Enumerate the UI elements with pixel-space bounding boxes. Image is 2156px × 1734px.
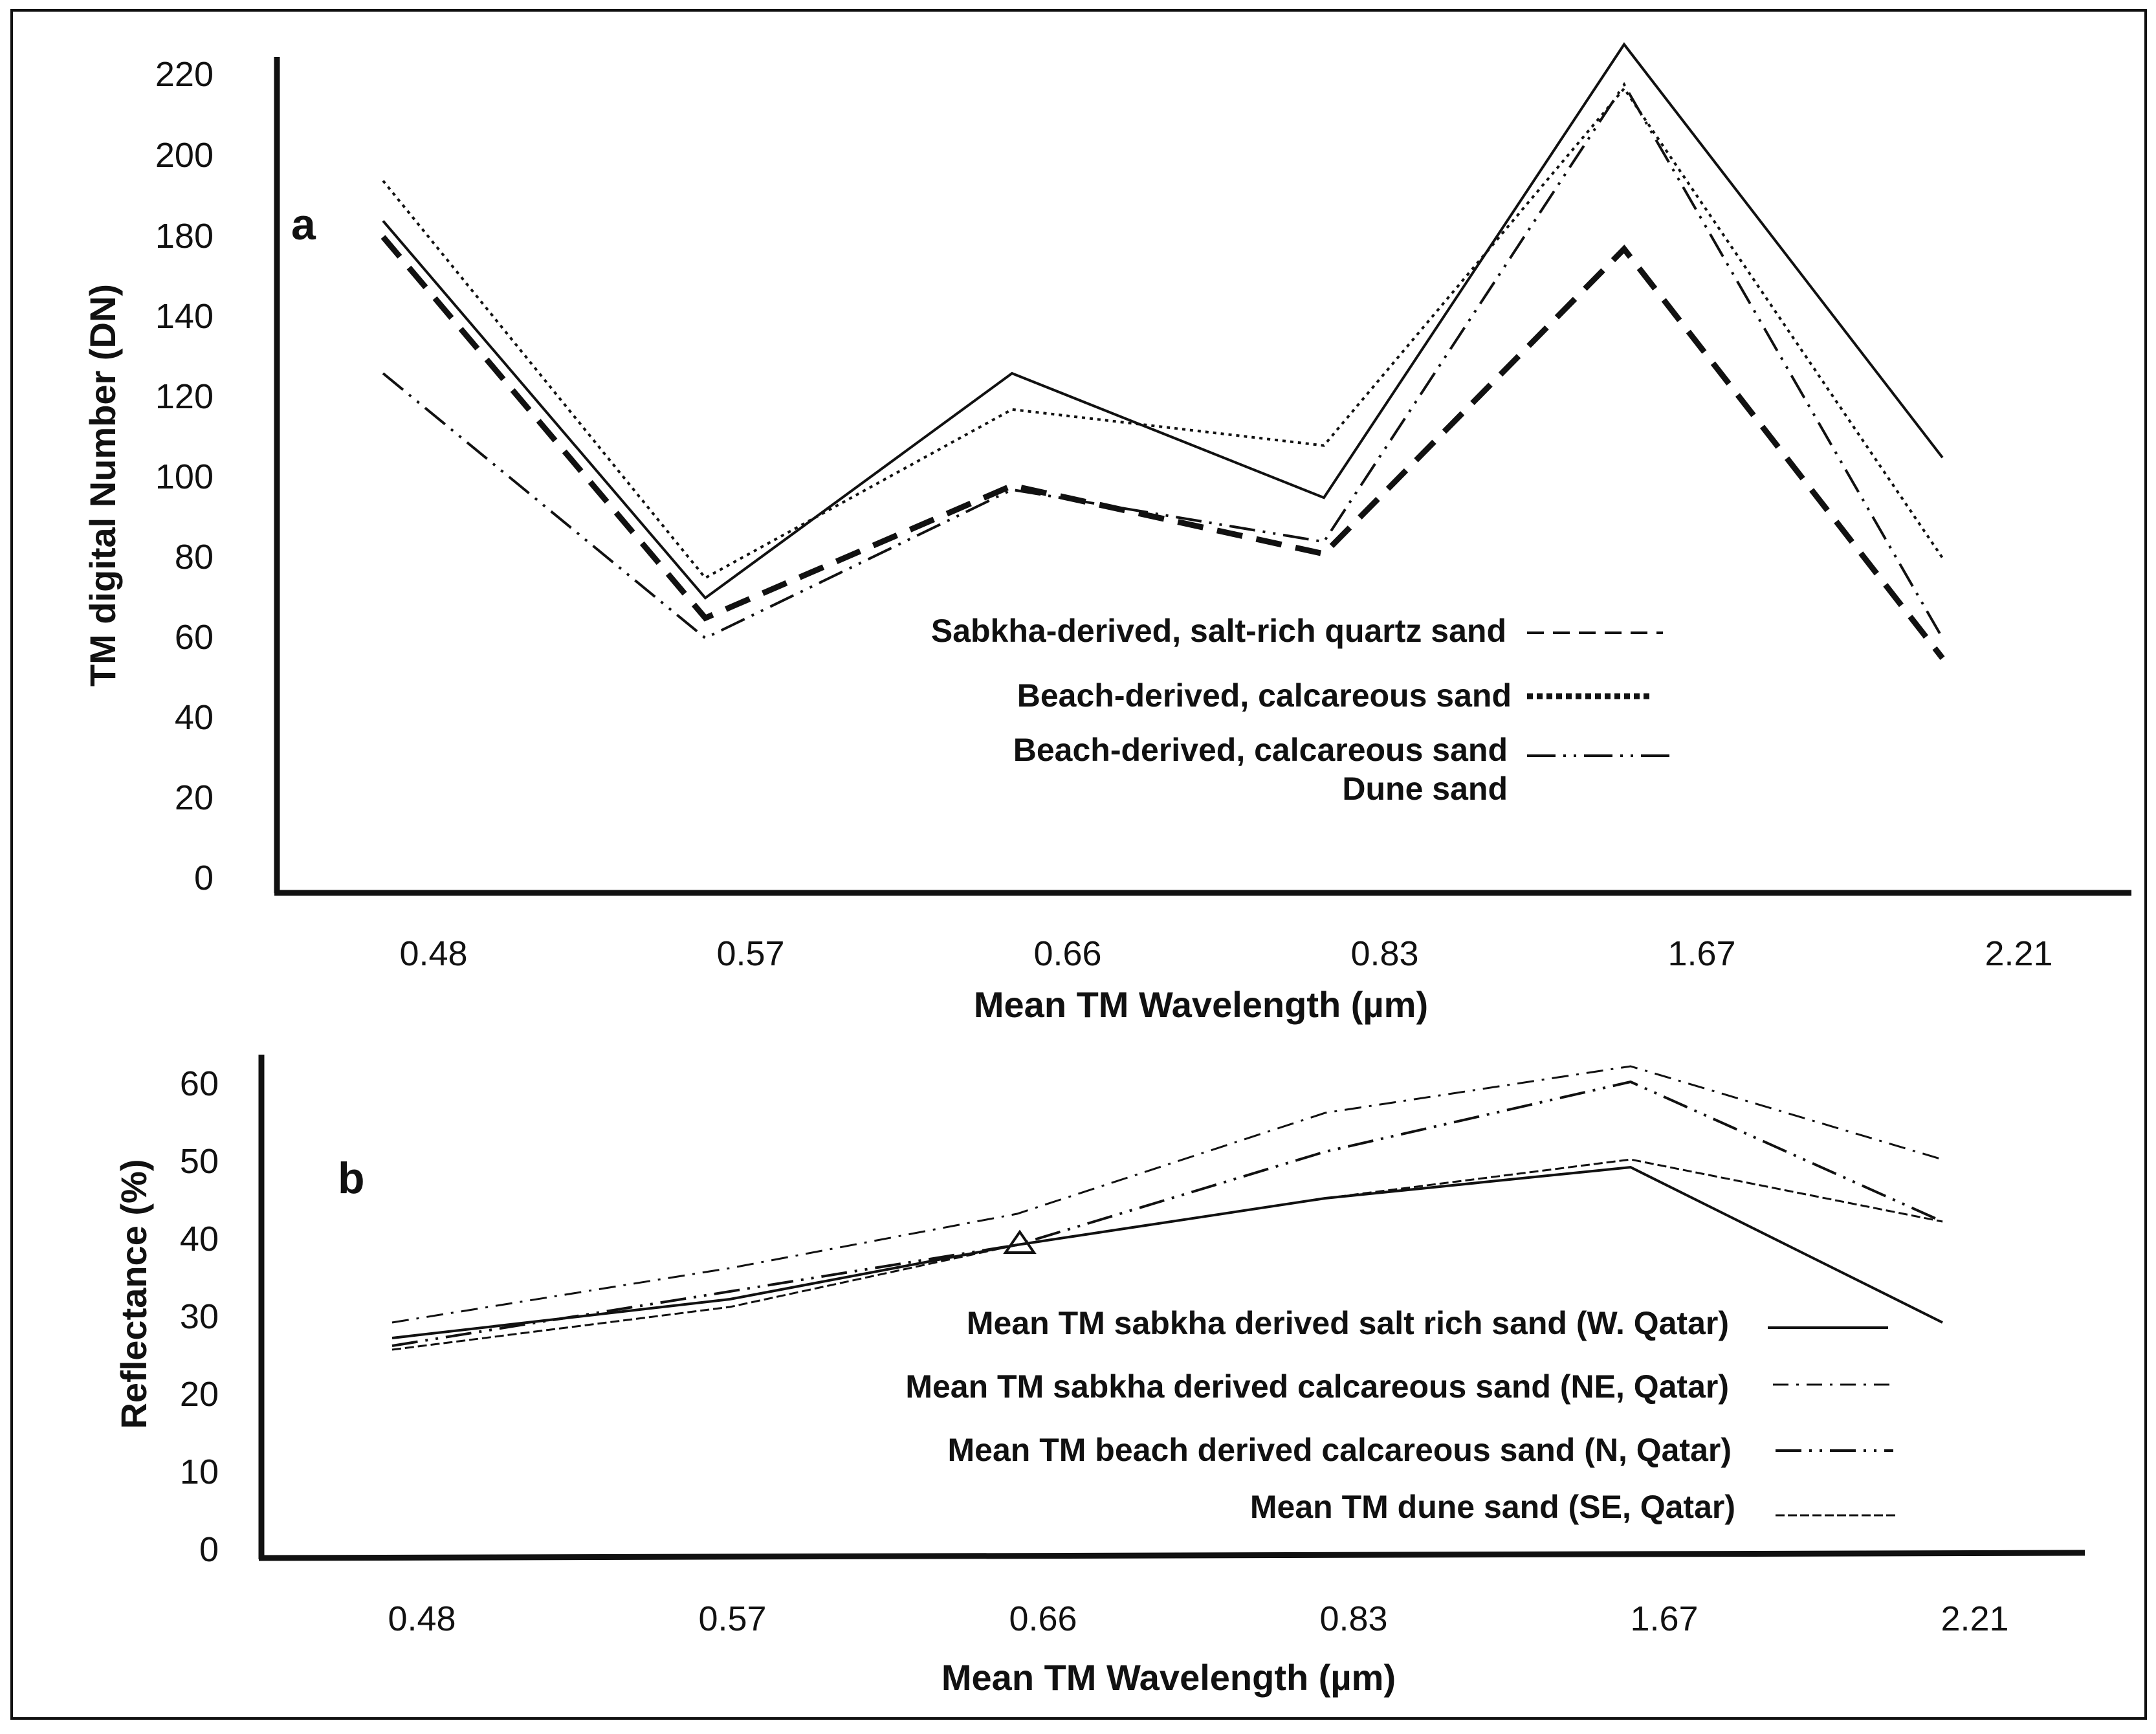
a-ytick-label: 200	[155, 136, 214, 175]
figure-frame	[10, 9, 2147, 1720]
a-xtick-label: 1.67	[1667, 934, 1735, 973]
panel-a-y-axis-title: TM digital Number (DN)	[82, 284, 123, 686]
b-ytick-label: 60	[180, 1064, 219, 1103]
a-legend-label-beach-2: Beach-derived, calcareous sand	[1013, 732, 1508, 768]
b-series-line-dashdot	[391, 1065, 1943, 1324]
b-series-line-dashed	[391, 1158, 1943, 1351]
a-ytick-label: 120	[155, 377, 214, 416]
a-series-line-dashed-heavy	[380, 235, 1945, 660]
b-ytick-label: 20	[180, 1375, 219, 1414]
a-ytick-label: 140	[155, 297, 214, 336]
b-xtick-label: 0.57	[698, 1599, 766, 1638]
panel-b: 60 50 40 30 20 10 0 0.48 0.57 0.66 0.83 …	[113, 1055, 2085, 1698]
a-ytick-label: 40	[175, 698, 214, 737]
a-series-line-dotted	[382, 86, 1944, 580]
a-xtick-label: 0.57	[716, 934, 784, 973]
b-ytick-label: 50	[180, 1142, 219, 1181]
b-legend-label: Mean TM beach derived calcareous sand (N…	[948, 1432, 1732, 1468]
a-legend-label-beach: Beach-derived, calcareous sand	[1017, 677, 1512, 714]
a-ytick-label: 80	[175, 538, 214, 576]
panel-a-series	[380, 42, 1945, 660]
panel-b-series	[391, 1065, 1943, 1351]
a-ytick-label: 180	[155, 217, 214, 256]
a-ytick-label: 220	[155, 55, 214, 94]
panel-a-y-tick-labels: 220 200 180 140 120 100 80 60 40 20 0	[155, 55, 214, 897]
a-ytick-label: 60	[175, 618, 214, 657]
panel-b-x-tick-labels: 0.48 0.57 0.66 0.83 1.67 2.21	[388, 1599, 2008, 1638]
b-ytick-label: 30	[180, 1297, 219, 1336]
a-series-line-dashdotdot	[382, 82, 1944, 640]
b-ytick-label: 10	[180, 1453, 219, 1491]
a-legend-label-sabkha: Sabkha-derived, salt-rich quartz sand	[931, 613, 1506, 649]
panel-a-legend: Sabkha-derived, salt-rich quartz sand Be…	[931, 613, 1676, 807]
triangle-marker	[1003, 1229, 1037, 1254]
b-xtick-label: 2.21	[1941, 1599, 2008, 1638]
b-ytick-label: 40	[180, 1220, 219, 1258]
panel-b-letter: b	[338, 1154, 365, 1203]
a-legend-label-dune: Dune sand	[1342, 771, 1508, 807]
b-xtick-label: 1.67	[1630, 1599, 1698, 1638]
a-ytick-label: 100	[155, 457, 214, 496]
a-xtick-label: 2.21	[1985, 934, 2052, 973]
panel-a-x-axis-title: Mean TM Wavelength (µm)	[974, 984, 1428, 1025]
panel-b-x-axis-title: Mean TM Wavelength (µm)	[941, 1657, 1396, 1698]
b-legend-label: Mean TM sabkha derived salt rich sand (W…	[967, 1305, 1729, 1341]
b-series-line-dashdotdot	[391, 1080, 1943, 1347]
a-ytick-label: 0	[194, 859, 214, 897]
b-ytick-label: 0	[199, 1530, 219, 1569]
panel-a-letter: a	[291, 200, 316, 249]
b-xtick-label: 0.66	[1009, 1599, 1077, 1638]
panel-a: 220 200 180 140 120 100 80 60 40 20 0 0.…	[82, 42, 2131, 1025]
a-xtick-label: 0.66	[1033, 934, 1101, 973]
panel-b-y-tick-labels: 60 50 40 30 20 10 0	[180, 1064, 219, 1569]
b-xtick-label: 0.48	[388, 1599, 456, 1638]
b-legend-label: Mean TM dune sand (SE, Qatar)	[1250, 1489, 1735, 1525]
a-xtick-label: 0.83	[1350, 934, 1418, 973]
panel-b-y-axis-title: Reflectance (%)	[113, 1159, 154, 1429]
b-xtick-label: 0.83	[1319, 1599, 1387, 1638]
a-ytick-label: 20	[175, 778, 214, 817]
panel-a-x-tick-labels: 0.48 0.57 0.66 0.83 1.67 2.21	[399, 934, 2052, 973]
a-series-line-solid	[382, 42, 1944, 600]
a-xtick-label: 0.48	[399, 934, 467, 973]
panel-b-legend: Mean TM sabkha derived salt rich sand (W…	[905, 1305, 1896, 1525]
b-legend-label: Mean TM sabkha derived calcareous sand (…	[905, 1368, 1729, 1405]
panel-b-x-axis	[258, 1550, 2085, 1561]
